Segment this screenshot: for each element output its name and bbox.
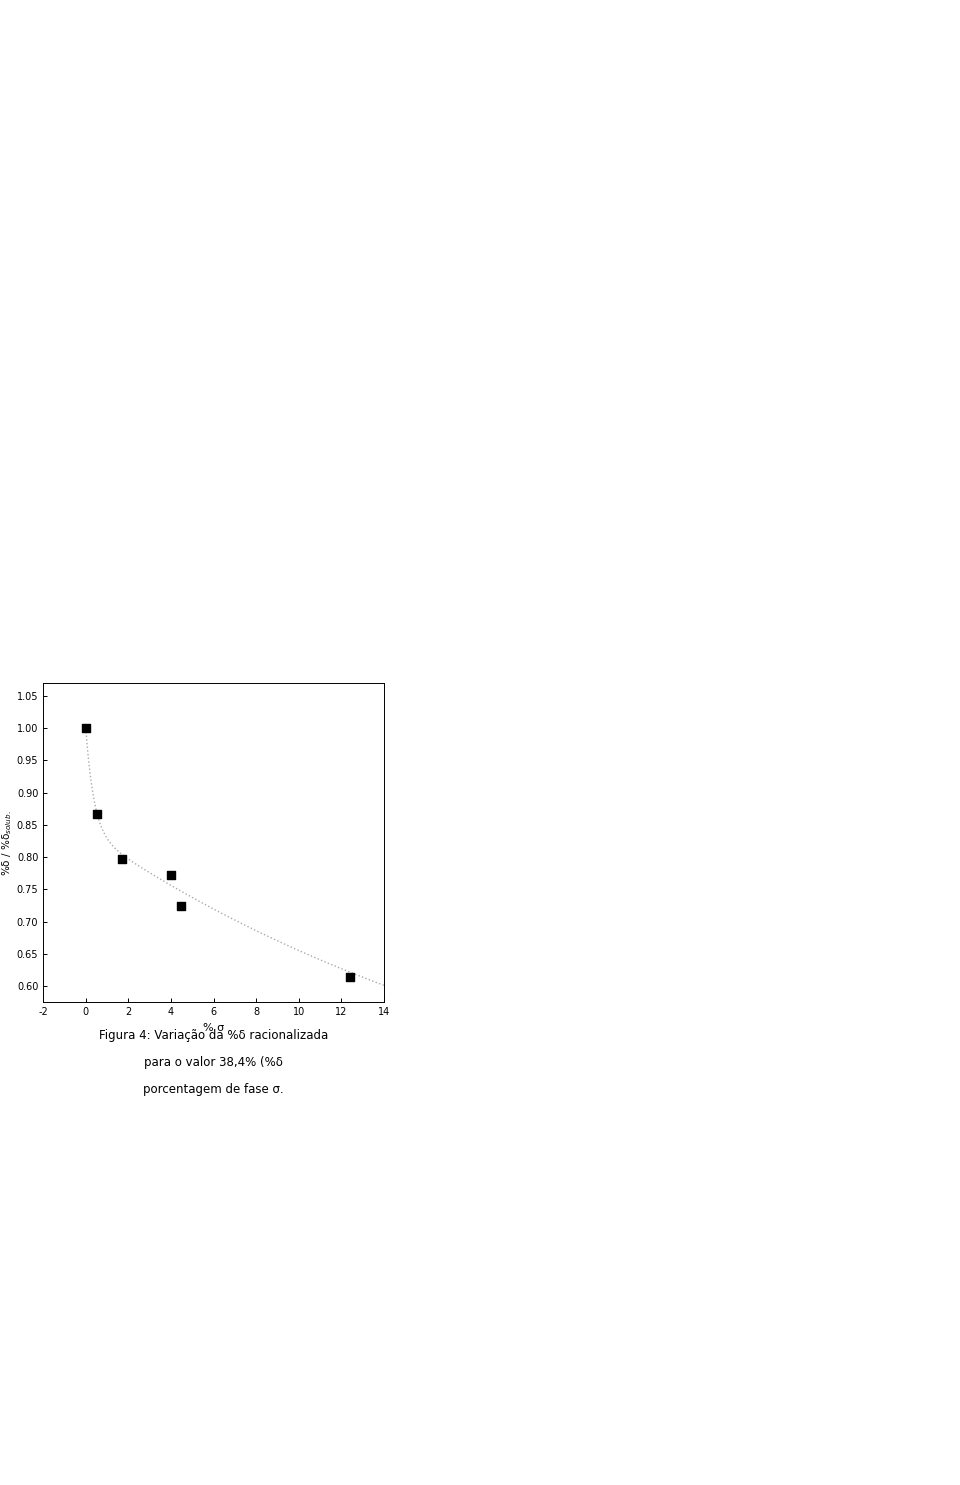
Point bbox=[174, 894, 189, 918]
X-axis label: % σ: % σ bbox=[203, 1023, 225, 1032]
Point bbox=[163, 863, 179, 887]
Point bbox=[343, 965, 358, 989]
Point bbox=[114, 848, 130, 872]
Y-axis label: %δ / %δ$_{solub.}$: %δ / %δ$_{solub.}$ bbox=[0, 809, 14, 876]
Point bbox=[89, 802, 105, 826]
Point bbox=[78, 716, 93, 740]
Text: para o valor 38,4% (%δ: para o valor 38,4% (%δ bbox=[144, 1056, 283, 1069]
Text: Figura 4: Variação da %δ racionalizada: Figura 4: Variação da %δ racionalizada bbox=[99, 1029, 328, 1042]
Text: porcentagem de fase σ.: porcentagem de fase σ. bbox=[143, 1083, 284, 1096]
